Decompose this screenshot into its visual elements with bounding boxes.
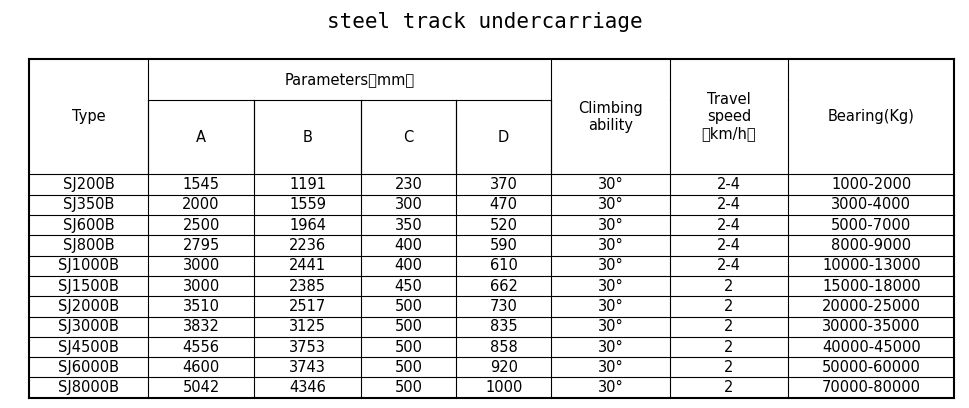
Text: D: D [498,130,510,144]
Text: SJ200B: SJ200B [63,177,114,192]
Text: 1545: 1545 [182,177,220,192]
Text: 2-4: 2-4 [717,258,741,273]
Text: Type: Type [72,109,106,124]
Text: 4346: 4346 [290,380,327,395]
Text: 30°: 30° [598,238,623,253]
Text: 2385: 2385 [290,279,327,293]
Text: 470: 470 [489,197,517,212]
Text: SJ2000B: SJ2000B [58,299,119,314]
Text: 30°: 30° [598,360,623,375]
Text: 2-4: 2-4 [717,217,741,233]
Text: 2: 2 [725,360,734,375]
Text: 30°: 30° [598,258,623,273]
Text: 350: 350 [394,217,422,233]
Text: SJ350B: SJ350B [63,197,114,212]
Text: 500: 500 [394,380,422,395]
Text: 8000-9000: 8000-9000 [831,238,912,253]
Text: SJ1500B: SJ1500B [58,279,119,293]
Text: SJ800B: SJ800B [63,238,114,253]
Text: 2500: 2500 [182,217,220,233]
Text: A: A [196,130,206,144]
Text: 1559: 1559 [290,197,327,212]
Text: 15000-18000: 15000-18000 [822,279,921,293]
Text: 3000-4000: 3000-4000 [831,197,912,212]
Text: 370: 370 [489,177,517,192]
Text: SJ4500B: SJ4500B [58,339,119,355]
Text: SJ6000B: SJ6000B [58,360,119,375]
Text: 500: 500 [394,319,422,334]
Text: 50000-60000: 50000-60000 [822,360,921,375]
Text: 730: 730 [489,299,517,314]
Text: 30°: 30° [598,299,623,314]
Text: 30°: 30° [598,217,623,233]
Text: 500: 500 [394,360,422,375]
Text: 2: 2 [725,299,734,314]
Text: 2795: 2795 [182,238,220,253]
Text: 2441: 2441 [290,258,327,273]
Text: Bearing(Kg): Bearing(Kg) [828,109,915,124]
Text: 30°: 30° [598,197,623,212]
Text: 5000-7000: 5000-7000 [831,217,912,233]
Text: 2000: 2000 [182,197,220,212]
Text: 3000: 3000 [182,258,220,273]
Text: 500: 500 [394,299,422,314]
Text: 662: 662 [489,279,517,293]
Text: 2: 2 [725,380,734,395]
Text: 2236: 2236 [290,238,327,253]
Text: 450: 450 [394,279,422,293]
Text: 2-4: 2-4 [717,177,741,192]
Text: B: B [303,130,313,144]
Text: 2: 2 [725,279,734,293]
Text: 3753: 3753 [290,339,327,355]
Text: C: C [404,130,414,144]
Text: 70000-80000: 70000-80000 [822,380,921,395]
Text: SJ3000B: SJ3000B [58,319,119,334]
Text: Parameters（mm）: Parameters（mm） [284,72,415,87]
Text: 30°: 30° [598,339,623,355]
Text: 858: 858 [489,339,517,355]
Text: 2-4: 2-4 [717,197,741,212]
Text: SJ600B: SJ600B [63,217,114,233]
Text: 1000-2000: 1000-2000 [831,177,912,192]
Text: steel track undercarriage: steel track undercarriage [327,12,642,33]
Text: SJ8000B: SJ8000B [58,380,119,395]
Text: 20000-25000: 20000-25000 [822,299,921,314]
Text: SJ1000B: SJ1000B [58,258,119,273]
Text: 610: 610 [489,258,517,273]
Text: Travel
speed
（km/h）: Travel speed （km/h） [702,92,757,142]
Text: 30000-35000: 30000-35000 [822,319,921,334]
Text: 520: 520 [489,217,517,233]
Text: 2-4: 2-4 [717,238,741,253]
Text: 30°: 30° [598,319,623,334]
Text: 4556: 4556 [182,339,220,355]
Text: 835: 835 [489,319,517,334]
Text: 3832: 3832 [183,319,220,334]
Text: 10000-13000: 10000-13000 [822,258,921,273]
Text: 5042: 5042 [182,380,220,395]
Text: 3510: 3510 [182,299,220,314]
Text: 30°: 30° [598,279,623,293]
Text: 590: 590 [489,238,517,253]
Text: 500: 500 [394,339,422,355]
Text: 300: 300 [394,197,422,212]
Text: 3125: 3125 [290,319,327,334]
Text: 2: 2 [725,339,734,355]
Text: 4600: 4600 [182,360,220,375]
Text: 2: 2 [725,319,734,334]
Text: 30°: 30° [598,177,623,192]
Text: 2517: 2517 [290,299,327,314]
Text: 230: 230 [394,177,422,192]
Text: 920: 920 [489,360,517,375]
Text: 3000: 3000 [182,279,220,293]
Text: 1000: 1000 [484,380,522,395]
Text: 1964: 1964 [290,217,327,233]
Text: 30°: 30° [598,380,623,395]
Text: 400: 400 [394,258,422,273]
Text: Climbing
ability: Climbing ability [578,100,642,133]
Text: 40000-45000: 40000-45000 [822,339,921,355]
Text: 1191: 1191 [290,177,327,192]
Text: 400: 400 [394,238,422,253]
Text: 3743: 3743 [290,360,327,375]
